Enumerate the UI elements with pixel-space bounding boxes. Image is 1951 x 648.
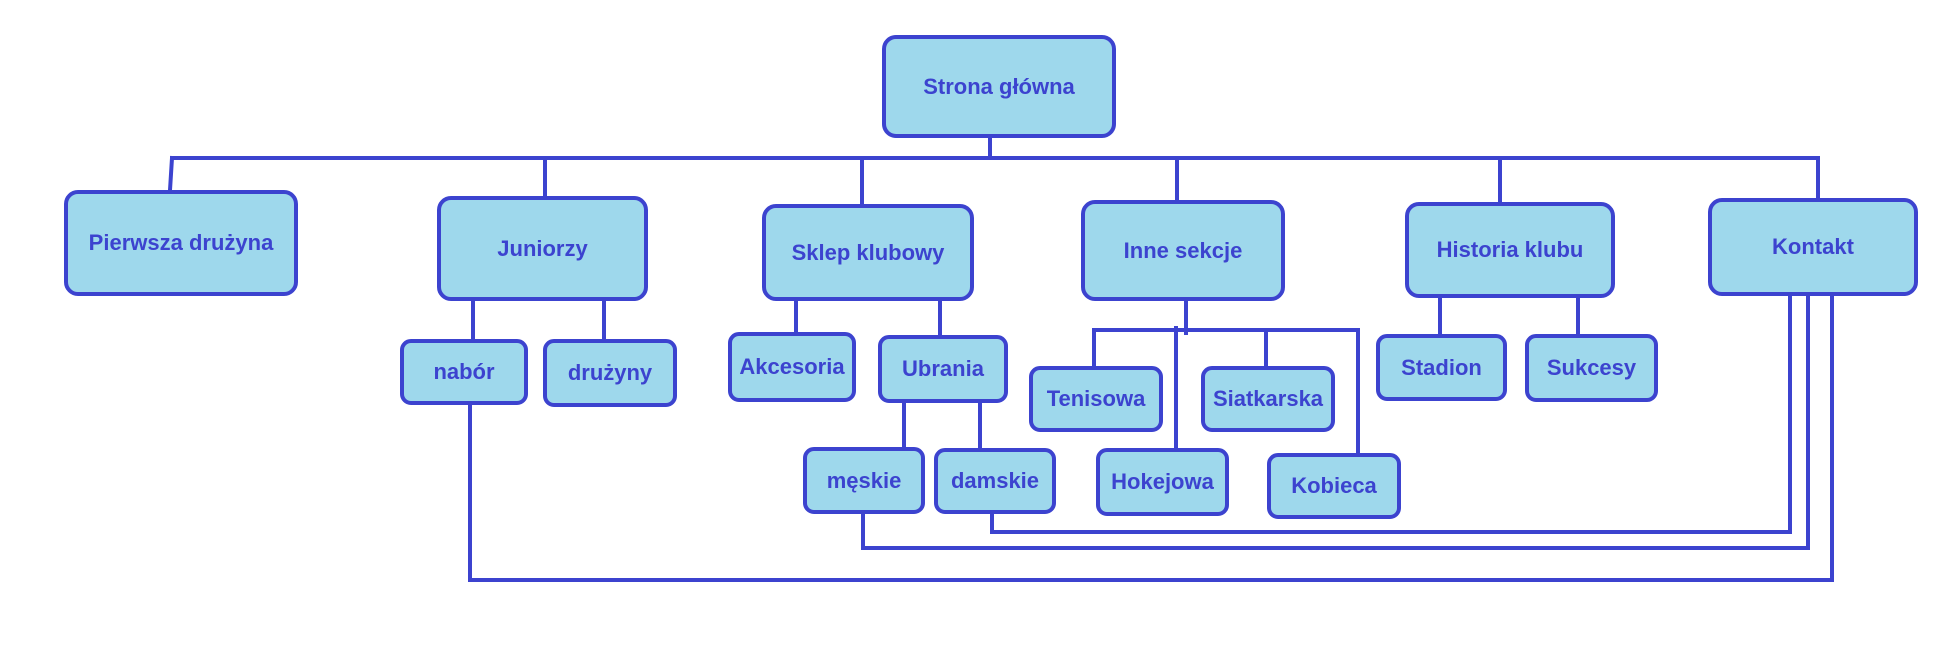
- node-ubrania: Ubrania: [878, 335, 1008, 403]
- node-juniorzy: Juniorzy: [437, 196, 648, 301]
- node-meskie: męskie: [803, 447, 925, 514]
- node-stadion: Stadion: [1376, 334, 1507, 401]
- node-kobieca: Kobieca: [1267, 453, 1401, 519]
- node-sukcesy: Sukcesy: [1525, 334, 1658, 402]
- node-tenisowa: Tenisowa: [1029, 366, 1163, 432]
- node-hokejowa: Hokejowa: [1096, 448, 1229, 516]
- node-inne-sekcje: Inne sekcje: [1081, 200, 1285, 301]
- node-historia-klubu: Historia klubu: [1405, 202, 1615, 298]
- edge-kontakt-meskie: [861, 294, 1810, 550]
- node-pierwsza-druzyna: Pierwsza drużyna: [64, 190, 298, 296]
- node-sklep-klubowy: Sklep klubowy: [762, 204, 974, 301]
- node-nabor: nabór: [400, 339, 528, 405]
- edge-bus-pierwsza: [167, 155, 175, 193]
- edge-kontakt-damskie: [990, 294, 1792, 534]
- node-strona-glowna: Strona główna: [882, 35, 1116, 138]
- node-siatkarska: Siatkarska: [1201, 366, 1335, 432]
- edge-kontakt-nabor: [468, 294, 1834, 582]
- node-kontakt: Kontakt: [1708, 198, 1918, 296]
- node-damskie: damskie: [934, 448, 1056, 514]
- node-akcesoria: Akcesoria: [728, 332, 856, 402]
- node-druzyny: drużyny: [543, 339, 677, 407]
